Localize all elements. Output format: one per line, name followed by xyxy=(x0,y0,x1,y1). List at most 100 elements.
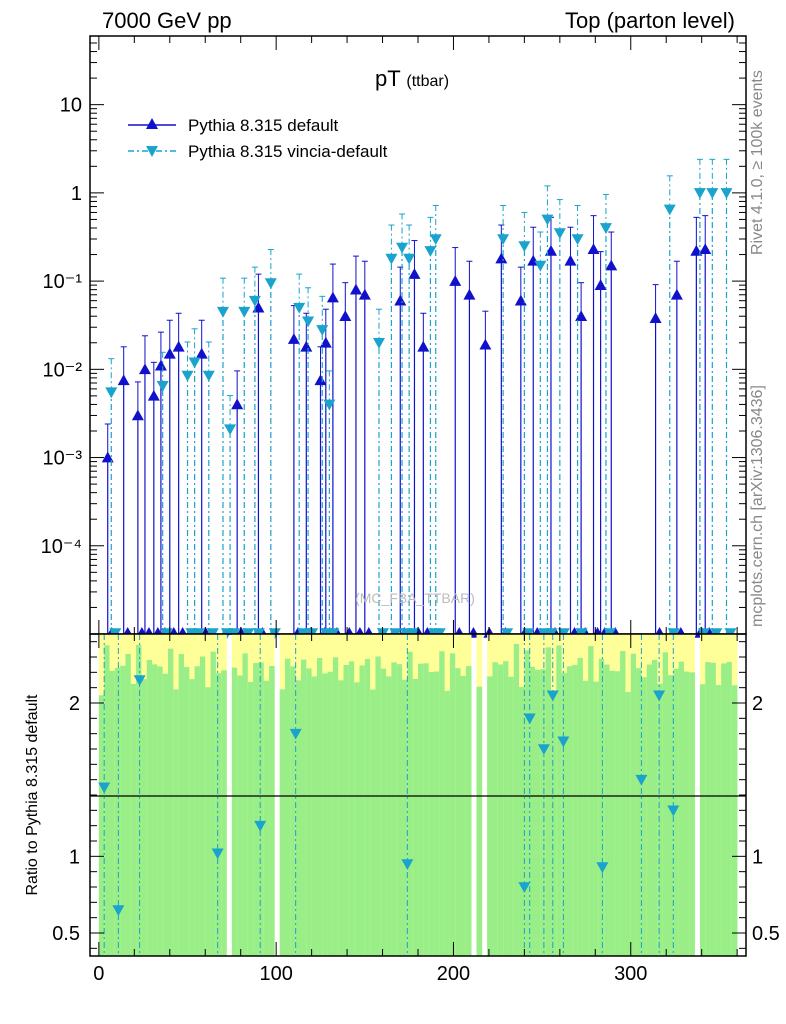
ratio-stat-band xyxy=(550,692,557,956)
main-data-point xyxy=(264,278,277,290)
ratio-stat-band xyxy=(423,663,429,956)
main-data-point xyxy=(463,288,476,300)
ratio-stat-band xyxy=(162,673,169,956)
ratio-x-axis: 0 100 200 300 xyxy=(93,634,738,985)
ratio-stat-band xyxy=(673,668,679,956)
ratio-stat-band xyxy=(492,662,499,956)
main-data-point xyxy=(670,288,683,300)
ratio-stat-band xyxy=(322,673,328,956)
analysis-watermark: (MC_FBA_TTBAR) xyxy=(355,590,475,606)
main-data-point xyxy=(479,338,492,350)
ratio-data-point xyxy=(98,782,111,794)
main-data-point xyxy=(706,188,719,199)
ratio-y-tick-label-right: 1 xyxy=(752,846,763,868)
ratio-stat-band xyxy=(487,676,493,956)
ratio-data-point xyxy=(667,805,680,817)
main-data-point xyxy=(587,243,600,254)
ratio-data-point xyxy=(523,713,536,725)
ratio-data-point xyxy=(289,728,302,740)
main-data-point xyxy=(649,312,662,323)
ratio-stat-band xyxy=(577,657,584,956)
ratio-stat-band xyxy=(433,671,440,956)
main-data-point xyxy=(154,359,167,371)
ratio-stat-band xyxy=(402,679,408,956)
ratio-stat-band xyxy=(407,651,413,956)
ratio-stat-band xyxy=(604,664,610,956)
ratio-stat-band xyxy=(210,651,217,956)
ratio-stat-band xyxy=(194,666,201,956)
legend-entry-default: Pythia 8.315 default xyxy=(128,116,339,135)
main-data-point xyxy=(300,340,313,352)
main-data-point xyxy=(314,374,327,386)
ratio-stat-band xyxy=(636,668,642,956)
main-data-point xyxy=(534,260,547,272)
ratio-data-point xyxy=(254,820,267,832)
ratio-stat-band xyxy=(572,664,578,956)
ratio-stat-band xyxy=(98,695,105,956)
main-y-tick-label: 10⁻³ xyxy=(43,448,83,470)
ratio-stat-band xyxy=(588,646,594,956)
main-data-point xyxy=(495,252,508,264)
main-data-point xyxy=(564,254,577,266)
main-data-point xyxy=(105,387,118,399)
main-y-tick-label: 10⁻⁴ xyxy=(41,536,82,558)
main-data-point xyxy=(599,223,612,234)
ratio-stat-band xyxy=(146,659,153,956)
ratio-data-point xyxy=(537,744,550,755)
ratio-stat-band xyxy=(556,645,562,956)
main-data-point xyxy=(238,306,251,318)
ratio-stat-band xyxy=(715,684,722,956)
ratio-stat-band xyxy=(667,675,674,956)
ratio-y-tick-label: 1 xyxy=(69,846,80,868)
ratio-stat-band xyxy=(449,653,456,956)
ratio-stat-band xyxy=(338,680,344,956)
main-data-point xyxy=(287,333,300,344)
main-data-point xyxy=(339,310,352,322)
header-left: 7000 GeV pp xyxy=(102,8,232,33)
main-data-point xyxy=(156,381,169,392)
main-data-point xyxy=(316,325,329,336)
ratio-stat-band xyxy=(566,666,573,956)
ratio-stat-band xyxy=(300,659,307,956)
ratio-stat-band xyxy=(157,666,163,956)
ratio-stat-band xyxy=(183,667,190,956)
ratio-ylabel: Ratio to Pythia 8.315 default xyxy=(24,694,41,896)
ratio-stat-band xyxy=(678,661,685,956)
legend-marker-default xyxy=(146,118,158,129)
main-data-point xyxy=(693,188,706,199)
main-x-ticks xyxy=(98,36,738,634)
ratio-stat-band xyxy=(285,658,291,956)
ratio-stat-band xyxy=(189,679,195,956)
main-y-tick-label: 10⁻¹ xyxy=(43,271,83,293)
ratio-stat-band xyxy=(731,685,738,956)
ratio-series-layer xyxy=(98,634,680,956)
ratio-stat-band xyxy=(535,669,541,956)
main-data-point xyxy=(248,295,261,307)
main-data-point xyxy=(699,243,712,254)
ratio-stat-band xyxy=(136,644,142,956)
main-data-point xyxy=(163,347,176,359)
legend-marker-vincia xyxy=(146,146,158,157)
main-data-point xyxy=(101,451,114,463)
ratio-uncertainty-bands xyxy=(98,634,738,956)
ratio-stat-band xyxy=(178,654,185,956)
main-data-point xyxy=(518,241,531,252)
ratio-stat-band xyxy=(237,675,243,956)
ratio-stat-band xyxy=(269,665,275,956)
ratio-x-tick-label: 0 xyxy=(93,963,104,985)
ratio-stat-band xyxy=(428,671,435,956)
ratio-stat-band xyxy=(652,659,658,956)
mcplots-reference-label: mcplots.cern.ch [arXiv:1306.3436] xyxy=(749,385,766,627)
ratio-stat-band xyxy=(247,681,254,956)
ratio-stat-band xyxy=(114,667,121,956)
ratio-stat-band xyxy=(396,664,403,956)
ratio-stat-band xyxy=(295,680,302,956)
ratio-stat-band xyxy=(561,672,568,956)
ratio-stat-band xyxy=(258,662,265,956)
ratio-stat-band xyxy=(311,676,318,956)
legend-entry-vincia: Pythia 8.315 vincia-default xyxy=(128,142,388,161)
ratio-stat-band xyxy=(609,670,616,956)
main-data-point xyxy=(224,424,237,436)
ratio-panel: 0.5 0.5 1 1 2 2 0 100 200 300 Ratio to Pythia 8.… xyxy=(24,633,780,985)
ratio-stat-band xyxy=(168,648,174,956)
